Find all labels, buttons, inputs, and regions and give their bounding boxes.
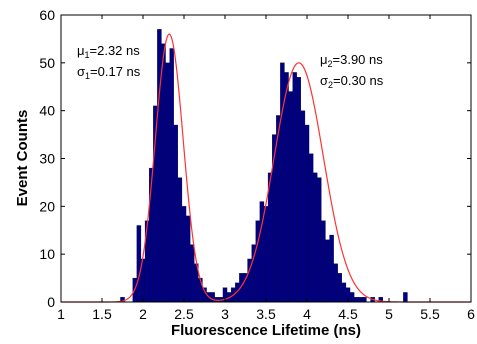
x-tick-label: 4 (303, 306, 311, 322)
sigma-sep: = (90, 64, 98, 79)
histogram-bar (337, 273, 342, 303)
histogram-bar (329, 234, 334, 303)
histogram-bar (255, 220, 260, 303)
x-axis-ticks: 1 1.5 2 2.5 3 3.5 4 4.5 5 5.5 6 (57, 15, 475, 322)
histogram-bar (300, 110, 306, 303)
x-tick-label: 3 (221, 306, 229, 322)
y-tick-label: 20 (39, 198, 55, 214)
sigma-value: 0.17 ns (98, 64, 141, 79)
histogram-bar (165, 62, 170, 303)
svg-text:μ1=2.32 ns: μ1=2.32 ns (77, 43, 140, 60)
x-tick-label: 5.5 (420, 306, 440, 322)
histogram-bar (181, 206, 187, 303)
histogram-bar (292, 72, 297, 303)
histogram-bar (333, 263, 338, 303)
histogram-bar (358, 297, 363, 303)
histogram-bar (161, 43, 166, 303)
mu-sep: = (90, 43, 98, 58)
histogram-bar (321, 220, 326, 303)
sigma-symbol: σ (320, 73, 328, 88)
histogram-bar (353, 297, 359, 303)
histogram-bar (280, 62, 285, 303)
mu-sep: = (333, 52, 341, 67)
histogram-bar (312, 172, 318, 303)
histogram-bar (288, 91, 293, 303)
histogram-bar (173, 124, 178, 303)
y-tick-label: 30 (39, 151, 55, 167)
annotation-peak-2: μ2=3.90 ns σ2=0.30 ns (320, 52, 384, 90)
mu-value: 3.90 ns (340, 52, 383, 67)
sigma-value: 0.30 ns (341, 73, 384, 88)
y-tick-label: 60 (39, 7, 55, 23)
histogram-bar (317, 177, 322, 303)
x-tick-label: 1.5 (92, 306, 112, 322)
mu-subscript: 1 (85, 50, 90, 60)
sigma-subscript: 1 (85, 71, 90, 81)
x-tick-label: 4.5 (338, 306, 358, 322)
x-tick-label: 6 (467, 306, 475, 322)
svg-text:μ2=3.90 ns: μ2=3.90 ns (320, 52, 383, 69)
svg-text:σ1=0.17 ns: σ1=0.17 ns (77, 64, 141, 81)
histogram-bar (243, 273, 248, 303)
histogram-bar (284, 72, 289, 303)
y-tick-label: 40 (39, 103, 55, 119)
histogram-bar (263, 206, 269, 303)
mu-subscript: 2 (328, 59, 333, 69)
histogram-bar (189, 244, 195, 303)
histogram-bar (210, 292, 215, 303)
histogram-bar (325, 239, 330, 303)
histogram-bar (341, 282, 347, 303)
sigma-symbol: σ (77, 64, 85, 79)
y-tick-label: 10 (39, 246, 55, 262)
x-tick-label: 3.5 (256, 306, 276, 322)
x-tick-label: 2.5 (174, 306, 194, 322)
x-axis-label: Fluorescence Lifetime (ns) (171, 322, 361, 339)
annotation-peak-1: μ1=2.32 ns σ1=0.17 ns (77, 43, 141, 81)
histogram-bar (304, 124, 310, 303)
histogram-bar (349, 292, 355, 303)
histogram-bar (308, 153, 314, 303)
x-tick-label: 2 (139, 306, 147, 322)
x-tick-label: 5 (385, 306, 393, 322)
histogram-bar (169, 48, 174, 303)
mu-symbol: μ (77, 43, 85, 58)
mu-symbol: μ (320, 52, 328, 67)
mu-value: 2.32 ns (97, 43, 140, 58)
y-tick-label: 0 (47, 294, 55, 310)
histogram-bar (403, 292, 408, 303)
histogram-bar (157, 29, 162, 303)
histogram-bar (296, 77, 301, 303)
y-axis-ticks: 0 10 20 30 40 50 60 (39, 7, 471, 310)
histogram-bar (144, 220, 150, 303)
y-tick-label: 50 (39, 55, 55, 71)
histogram-bar (177, 177, 183, 303)
sigma-sep: = (333, 73, 341, 88)
x-tick-label: 1 (57, 306, 65, 322)
histogram-bar (362, 297, 367, 303)
y-axis-label: Event Counts (14, 110, 31, 207)
histogram-bar (185, 215, 191, 303)
sigma-subscript: 2 (328, 80, 333, 90)
svg-text:σ2=0.30 ns: σ2=0.30 ns (320, 73, 384, 90)
histogram-bar (136, 225, 142, 303)
